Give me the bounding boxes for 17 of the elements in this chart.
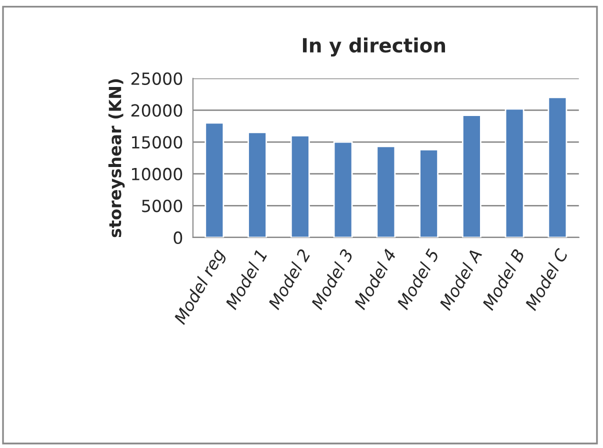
y-axis-title: storeyshear (KN)	[108, 79, 125, 238]
bar	[333, 141, 353, 238]
chart-title: In y direction	[302, 38, 446, 57]
y-tick-label: 25000	[131, 72, 182, 85]
bar	[419, 148, 438, 238]
y-tick-label: 15000	[132, 136, 182, 149]
y-tick-label: 0	[174, 231, 182, 244]
bar	[204, 122, 224, 238]
y-tick-label: 20000	[131, 104, 182, 117]
bar	[290, 134, 310, 238]
y-tick-label: 5000	[142, 200, 182, 212]
y-tick-label: 10000	[132, 168, 182, 180]
bar	[376, 146, 396, 238]
bar	[504, 108, 524, 238]
bar	[462, 114, 482, 238]
bar	[248, 132, 267, 238]
bar	[548, 96, 568, 238]
